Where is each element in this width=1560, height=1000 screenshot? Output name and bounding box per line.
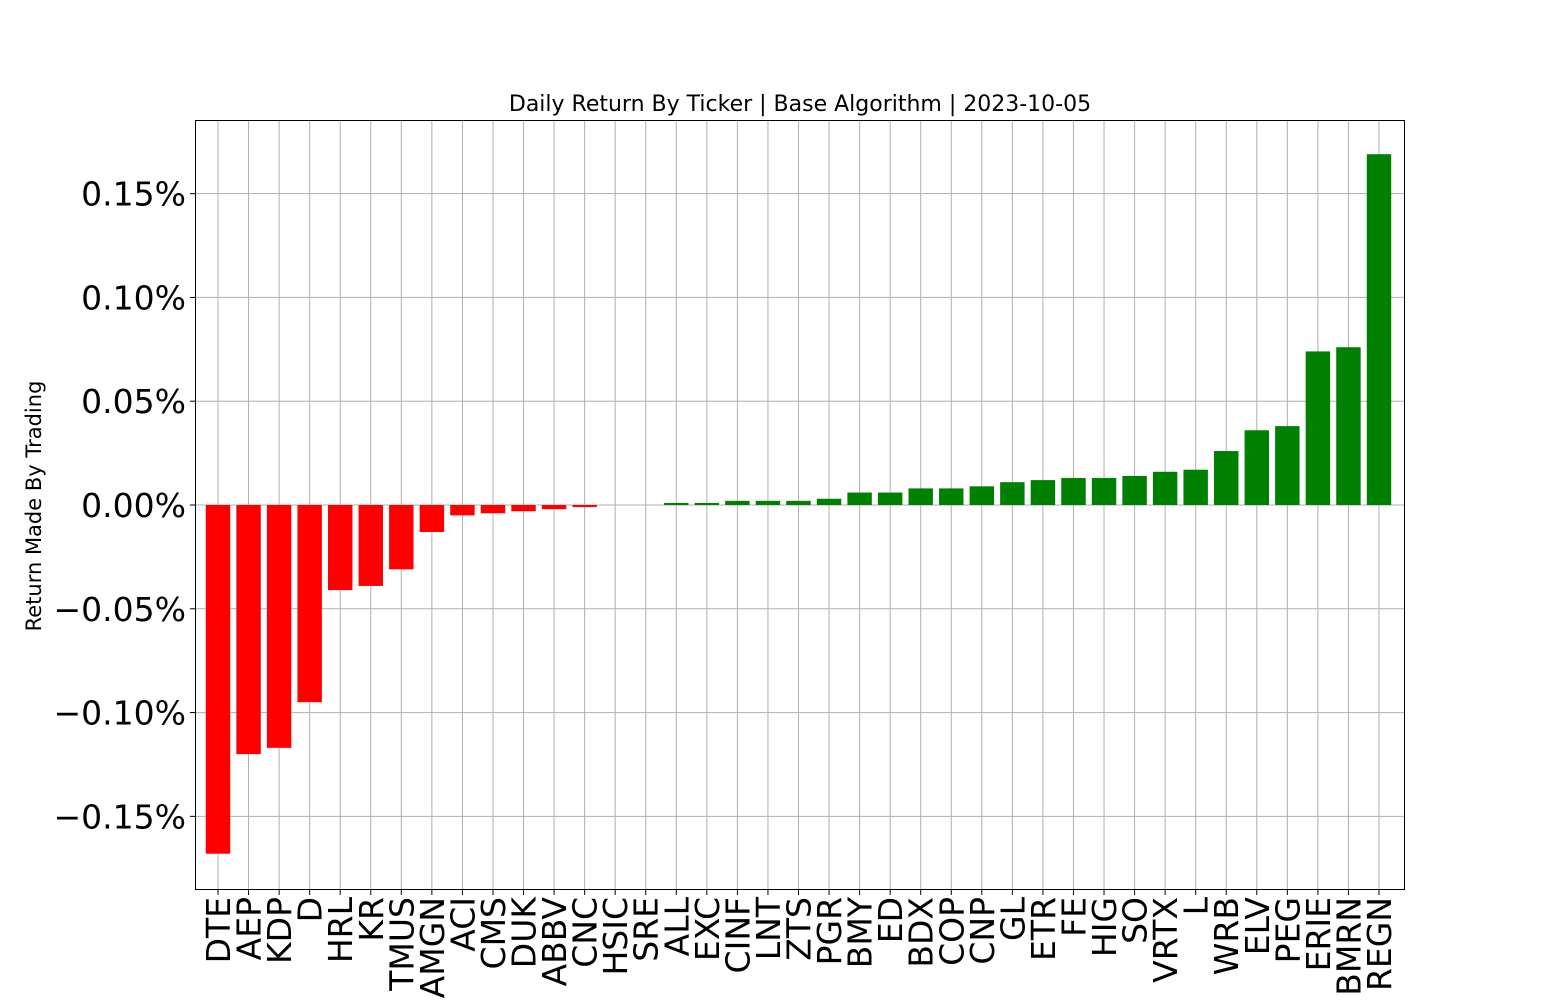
x-tick-label: ERIE [1299,897,1338,971]
y-tick-label: −0.10% [54,694,186,733]
x-tick-label: BMRN [1329,897,1368,996]
x-tick-label: VRTX [1146,897,1185,983]
x-tick-label: CINF [718,897,757,973]
x-tick-label: KDP [260,897,299,964]
plot-frame [195,120,1405,890]
bar-kr [358,505,383,586]
x-tick-label: KR [352,897,391,942]
x-tick-label: GL [993,896,1032,941]
bar-hrl [327,505,353,591]
bar-l [1183,469,1208,505]
bar-so [1122,475,1147,505]
x-tick-label: CNP [963,897,1002,965]
bar-tmus [389,505,414,570]
x-tick-label: DTE [199,897,238,963]
y-axis-label: Return Made By Trading [22,381,46,632]
chart-title: Daily Return By Ticker | Base Algorithm … [509,92,1091,117]
bar-zts [786,500,811,505]
x-tick-label: DUK [505,896,544,969]
bar-cms [480,505,506,514]
x-tick-label: FE [1054,897,1093,937]
bar-pgr [816,498,842,505]
bar-kdp [266,505,292,748]
x-tick-label: D [291,897,330,922]
x-tick-label: PEG [1268,897,1307,963]
x-tick-label: ETR [1024,897,1063,961]
bar-wrb [1214,451,1239,505]
x-tick-label: LNT [749,896,788,960]
x-tick-label: TMUS [382,897,421,992]
x-tick-label: L [1177,896,1216,915]
x-tick-label: CMS [474,897,513,969]
x-tick-label: BMY [841,896,880,968]
x-tick-label: ABBV [535,897,574,987]
bar-peg [1275,426,1300,505]
bar-lnt [755,500,781,505]
y-tick-label: −0.15% [54,797,186,836]
y-tick-label: 0.15% [81,175,186,214]
x-tick-label: REGN [1360,897,1399,991]
bar-d [297,505,322,703]
x-tick-label: ALL [657,896,696,956]
y-tick-label: −0.05% [54,590,186,629]
x-tick-label: HSIC [596,897,635,976]
bar-gl [1000,482,1025,505]
x-tick-label: EXC [688,897,727,961]
x-axis-ticks: DTEAEPKDPDHRLKRTMUSAMGNACICMSDUKABBVCNCH… [199,889,1399,998]
bar-vrtx [1152,471,1178,505]
bar-cop [939,488,964,505]
x-tick-label: ZTS [780,897,819,961]
x-tick-label: HRL [321,896,360,963]
bar-cnc [572,505,597,508]
y-tick-label: 0.00% [81,486,186,525]
bar-fe [1061,478,1086,505]
bar-bdx [908,488,933,505]
bar-erie [1305,351,1331,505]
bar-bmy [847,492,872,505]
x-tick-label: COP [932,897,971,966]
x-tick-label: SRE [627,897,666,962]
y-tick-label: 0.10% [81,278,186,317]
x-tick-label: AEP [230,897,269,960]
bar-bmrn [1336,347,1361,505]
bar-exc [694,502,720,505]
y-tick-label: 0.05% [81,382,186,421]
bar-hig [1091,478,1117,505]
x-tick-label: BDX [902,897,941,968]
bars [205,154,1392,854]
bar-abbv [541,505,567,510]
x-tick-label: AMGN [413,897,452,998]
bar-ed [877,492,903,505]
y-axis-ticks: −0.15% −0.10% −0.05% 0.00% 0.05% 0.10% 0.15% [54,175,196,836]
x-tick-label: PGR [810,897,849,965]
x-tick-label: CNC [566,897,605,968]
bar-cinf [725,500,750,505]
bar-etr [1030,480,1056,505]
x-tick-label: HIG [1085,897,1124,957]
x-tick-label: WRB [1207,897,1246,975]
x-tick-label: ED [871,897,910,943]
bar-all [664,502,689,505]
bar-aep [236,505,261,755]
bar-dte [205,505,231,854]
bar-amgn [419,505,445,532]
bar-duk [511,505,536,512]
x-tick-label: ACI [443,897,482,952]
bar-elv [1244,430,1270,505]
x-tick-label: SO [1116,897,1155,944]
bar-aci [450,505,475,516]
x-tick-label: ELV [1238,897,1277,956]
bar-cnp [969,486,995,505]
bar-regn [1366,154,1392,505]
